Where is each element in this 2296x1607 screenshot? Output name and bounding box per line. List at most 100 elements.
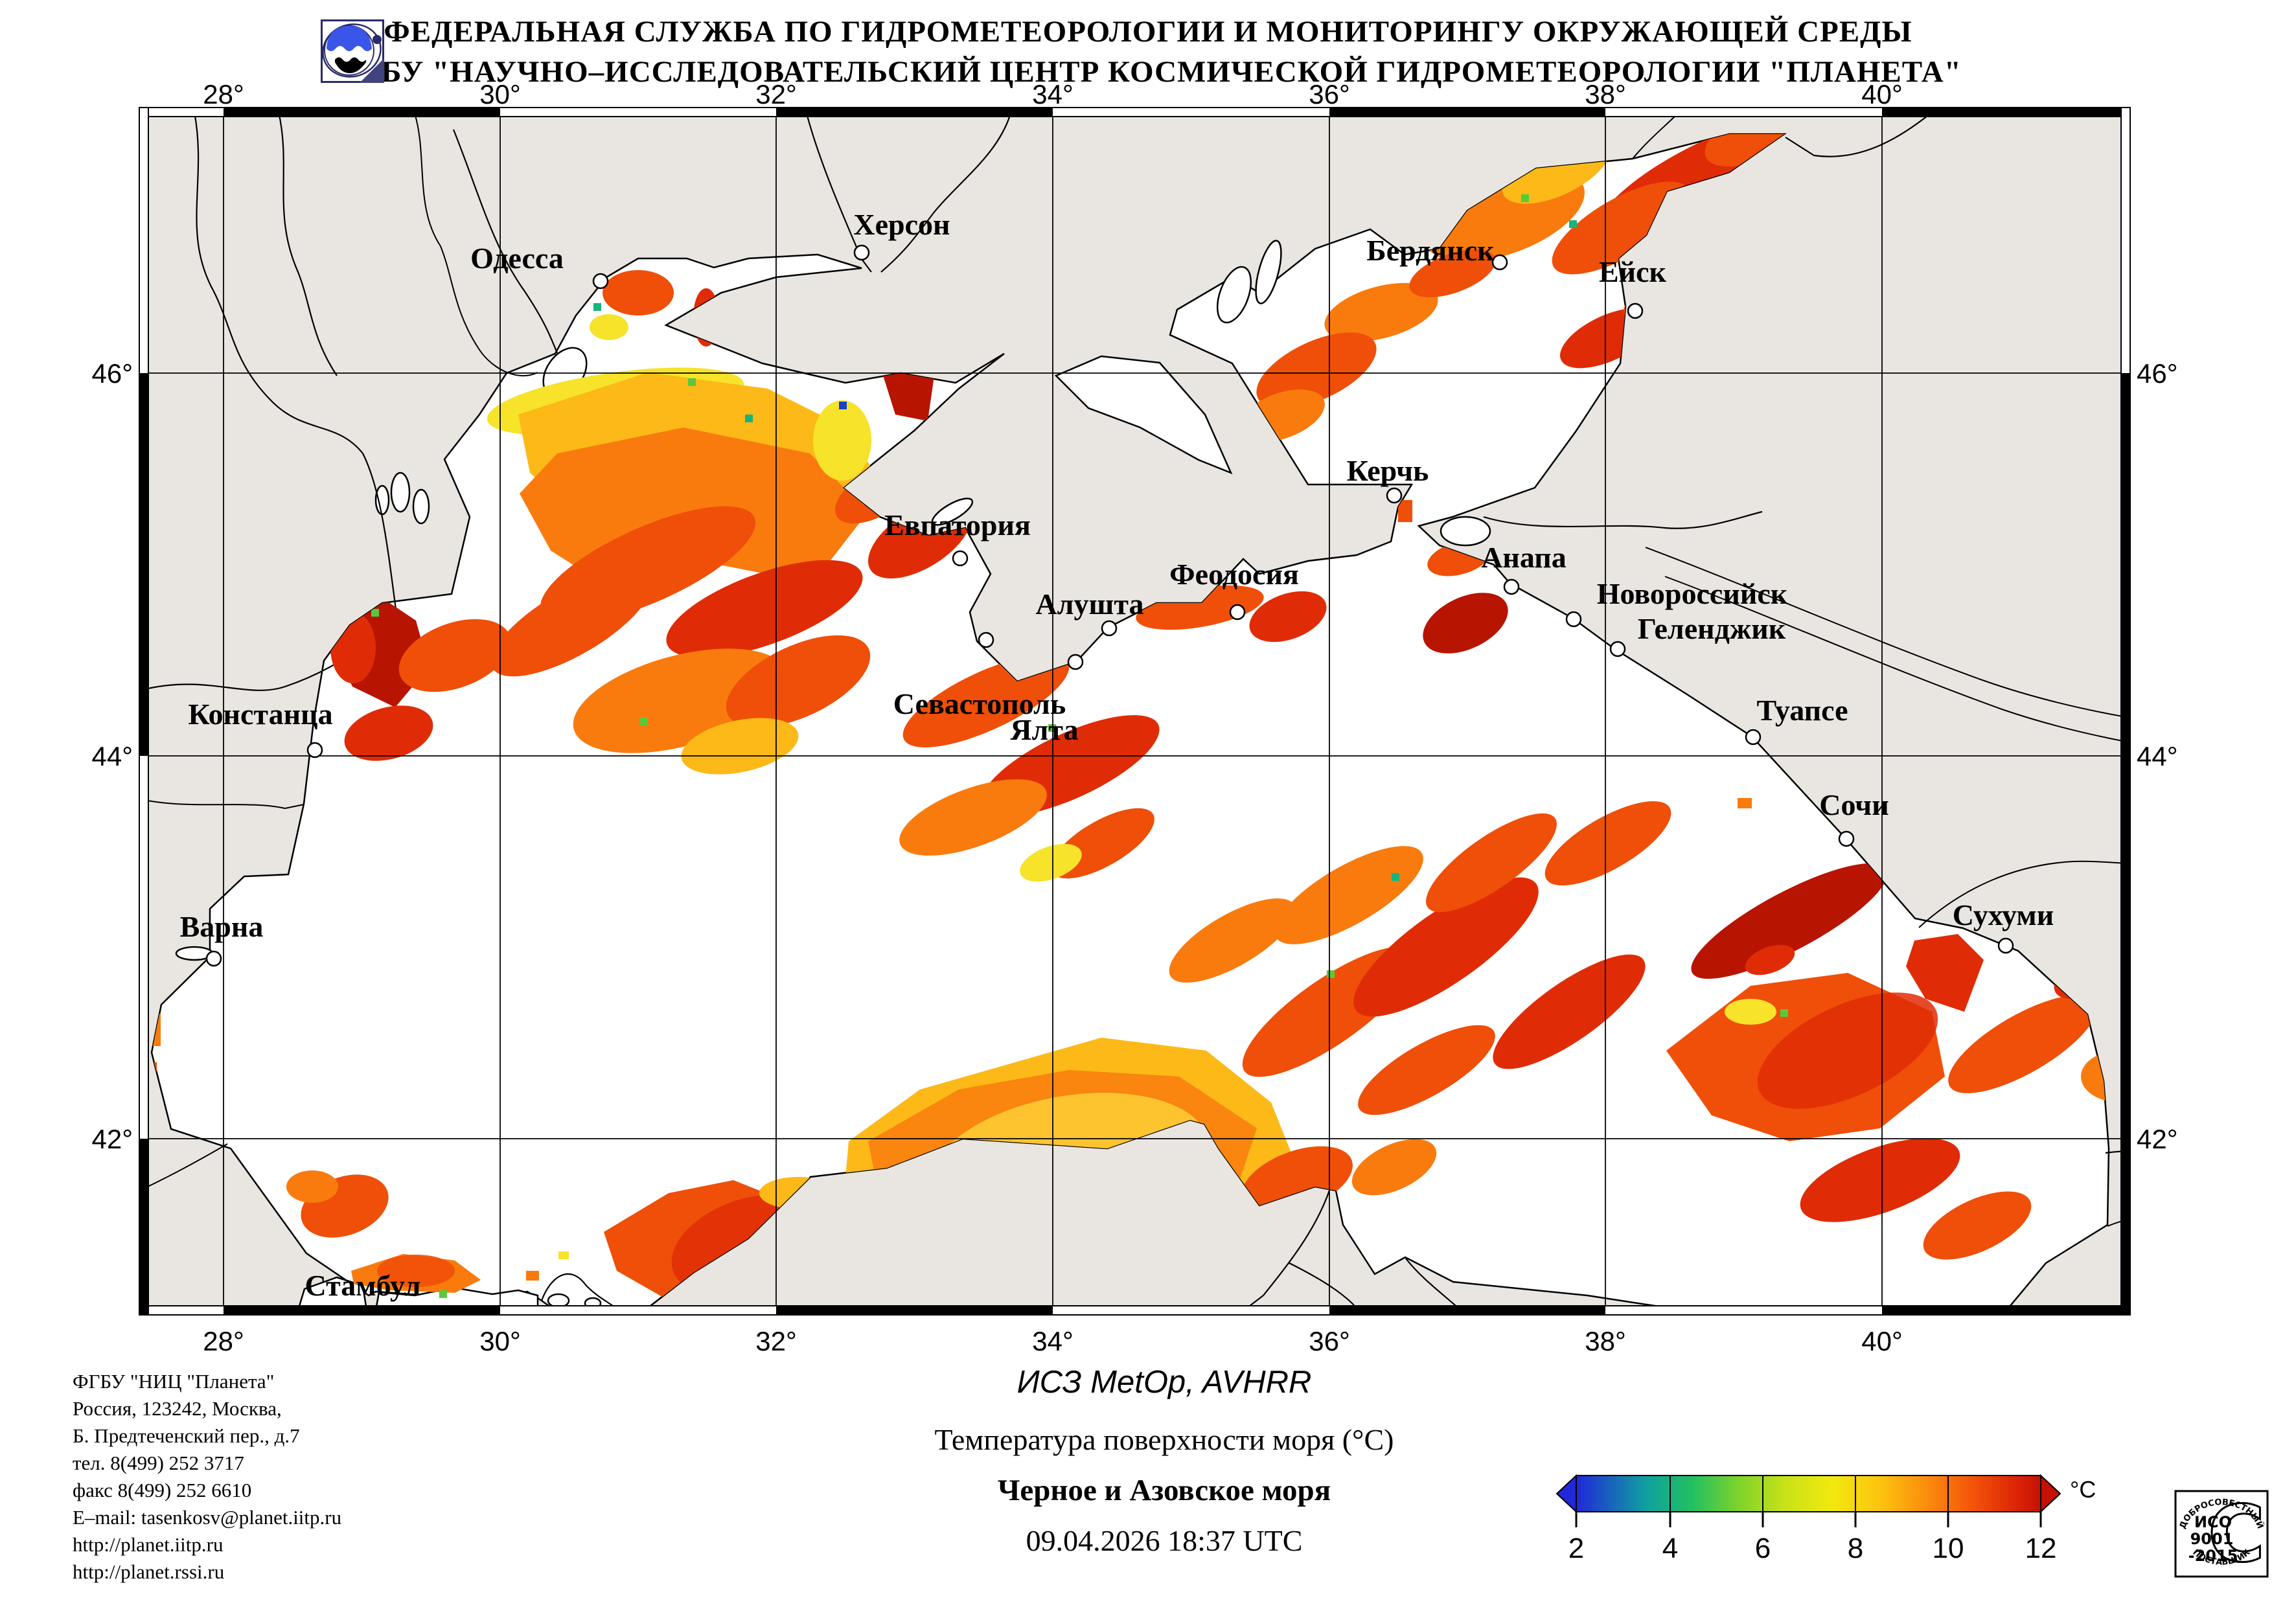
lon-label: 36°: [1309, 1326, 1350, 1356]
iso-line1: ИСО: [2194, 1513, 2232, 1531]
lon-label: 32°: [755, 1326, 797, 1356]
colorbar-right-arrow: [2040, 1474, 2061, 1514]
city-labels: Одесса Херсон Бердянск Ейск Керчь Феодос…: [180, 208, 2054, 1302]
city-dot: [853, 244, 870, 261]
tick-label: 8: [1848, 1533, 1863, 1564]
city-dot: [306, 742, 323, 758]
lon-label: 28°: [203, 1326, 244, 1356]
tick-label: 6: [1755, 1533, 1771, 1564]
map-canvas: [144, 112, 2121, 1310]
city-dots: [205, 244, 2014, 967]
contact-line: тел. 8(499) 252 3717: [73, 1452, 244, 1474]
lon-labels-top: 28° 30° 32° 34° 36° 38° 40°: [203, 79, 1903, 109]
lat-label: 46°: [91, 358, 133, 389]
iso-line2: 9001: [2190, 1530, 2234, 1548]
tick-label: 2: [1568, 1533, 1584, 1564]
city-label: Ялта: [1010, 713, 1078, 746]
contact-line: Б. Предтеченский пер., д.7: [73, 1424, 300, 1447]
city-dot: [952, 550, 969, 567]
lon-label: 32°: [755, 79, 797, 109]
city-dot: [1627, 302, 1644, 319]
lon-label: 38°: [1585, 79, 1626, 109]
city-dot: [1229, 604, 1246, 621]
contact-line: E–mail: tasenkosv@planet.iitp.ru: [73, 1506, 342, 1529]
city-dot: [1067, 654, 1084, 670]
city-label: Варна: [180, 910, 264, 943]
lat-label: 42°: [2137, 1124, 2178, 1154]
city-dot: [1565, 611, 1582, 628]
lon-label: 30°: [479, 79, 521, 109]
rivers-layer: [144, 112, 2121, 1310]
lat-label: 42°: [91, 1124, 133, 1154]
city-dot: [978, 632, 994, 648]
lon-label: 40°: [1861, 79, 1903, 109]
city-label: Ейск: [1599, 255, 1667, 288]
colorbar-tick-labels: 2 4 6 8 10 12: [1568, 1533, 2057, 1564]
contact-line: ФГБУ "НИЦ "Планета": [73, 1370, 275, 1393]
satellite-title: ИСЗ MetOp, AVHRR: [1016, 1365, 1312, 1400]
lon-label: 28°: [203, 79, 244, 109]
header-line2: ФГБУ "НАУЧНО–ИССЛЕДОВАТЕЛЬСКИЙ ЦЕНТР КОС…: [334, 55, 1962, 89]
region-title: Черное и Азовское моря: [997, 1474, 1331, 1507]
iso-9001-badge: C ДОБРОСОВЕСТНЫЙ ПОСТАВЩИК ИСО 9001 -201…: [2174, 1490, 2269, 1578]
tick-label: 4: [1662, 1533, 1678, 1564]
city-dot: [1838, 830, 1855, 847]
city-label: Одесса: [470, 242, 564, 275]
city-dot: [592, 273, 609, 290]
tick-label: 10: [1933, 1533, 1964, 1564]
lon-label: 40°: [1861, 1326, 1903, 1356]
city-label: Евпатория: [884, 508, 1031, 541]
contact-line: Россия, 123242, Москва,: [73, 1397, 282, 1420]
city-label: Новороссийск: [1597, 577, 1788, 610]
contact-block: ФГБУ "НИЦ "Планета" Россия, 123242, Моск…: [73, 1368, 341, 1586]
city-dot: [1745, 729, 1762, 746]
city-label: Феодосия: [1169, 558, 1299, 591]
parameter-title: Температура поверхности моря (°C): [934, 1423, 1394, 1456]
colorbar-separators: [1670, 1476, 1949, 1512]
city-label: Бердянск: [1366, 234, 1495, 267]
contact-line: http://planet.iitp.ru: [73, 1533, 224, 1556]
city-label: Сочи: [1819, 788, 1888, 821]
city-dot: [1491, 254, 1508, 271]
lat-labels-right: 46° 44° 42°: [2137, 358, 2178, 1154]
city-label: Геленджик: [1638, 612, 1786, 645]
city-dot: [1101, 620, 1118, 637]
city-dot: [1503, 578, 1520, 595]
city-dot: [1386, 487, 1403, 504]
lon-label: 34°: [1032, 1326, 1073, 1356]
colorbar-left-arrow: [1556, 1474, 1577, 1514]
lat-label: 44°: [2137, 741, 2178, 771]
city-dot: [1997, 937, 2014, 954]
colorbar-unit: °C: [2070, 1476, 2096, 1503]
iso-line3: -2015: [2188, 1547, 2238, 1565]
lon-label: 38°: [1585, 1326, 1626, 1356]
datetime-label: 09.04.2026 18:37 UTC: [1026, 1524, 1303, 1557]
header-line1: ФЕДЕРАЛЬНАЯ СЛУЖБА ПО ГИДРОМЕТЕОРОЛОГИИ …: [384, 15, 1912, 49]
iso-c-mark: C: [2208, 1490, 2265, 1578]
lon-label: 34°: [1032, 79, 1073, 109]
city-label: Севастополь: [893, 687, 1066, 720]
city-label: Сухуми: [1953, 898, 2054, 931]
map-frame: [139, 107, 2131, 1316]
lon-labels-bottom: 28° 30° 32° 34° 36° 38° 40°: [203, 1326, 1903, 1356]
city-label: Туапсе: [1756, 694, 1848, 727]
contact-line: http://planet.rssi.ru: [73, 1560, 225, 1583]
graticule: [144, 112, 2121, 1310]
city-dot: [1609, 641, 1626, 657]
lat-labels-left: 46° 44° 42°: [91, 358, 133, 1154]
city-label: Стамбул: [304, 1269, 420, 1302]
lon-label: 36°: [1309, 79, 1350, 109]
planeta-logo-icon: [321, 19, 384, 83]
city-label: Херсон: [853, 208, 950, 241]
colorbar-ticks: [1575, 1512, 2042, 1527]
city-dot: [205, 950, 222, 967]
city-label: Керчь: [1347, 454, 1429, 487]
lat-label: 46°: [2137, 358, 2178, 389]
colorbar-gradient: [1576, 1475, 2041, 1512]
city-label: Констанца: [188, 698, 332, 731]
lat-label: 44°: [91, 741, 133, 771]
city-label: Анапа: [1481, 541, 1567, 574]
temperature-colorbar: 2 4 6 8 10 12 °C: [1556, 1474, 2096, 1564]
